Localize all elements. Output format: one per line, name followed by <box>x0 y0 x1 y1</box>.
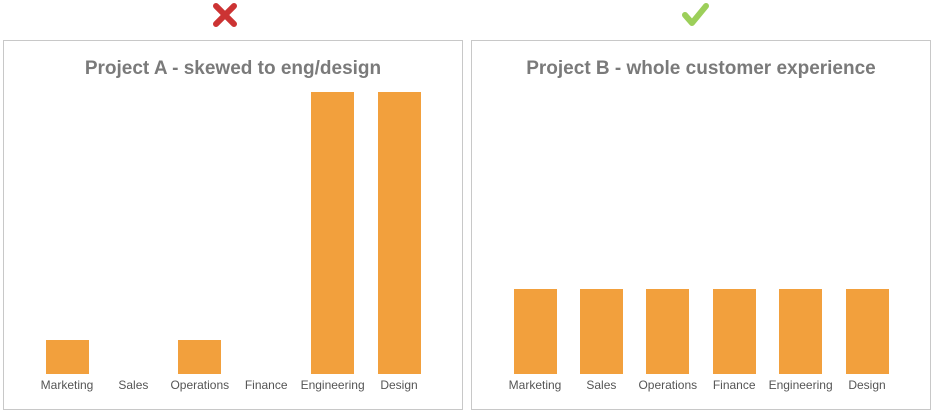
plot-area: Marketing Sales Operations Finance Engineeri… <box>4 41 462 409</box>
tick-label-marketing: Marketing <box>508 378 562 392</box>
tick-label-marketing: Marketing <box>40 378 94 392</box>
tick-label-sales: Sales <box>118 378 149 392</box>
bar-design <box>845 289 889 374</box>
bar-design <box>377 92 421 374</box>
chart-panel-project-b: Project B - whole customer experience Ma… <box>471 40 931 410</box>
chart-title: Project B - whole customer experience <box>526 58 876 79</box>
bar-marketing <box>45 340 89 374</box>
tick-label-engineering: Engineering <box>768 378 833 392</box>
tick-label-engineering: Engineering <box>300 378 365 392</box>
checkmark-icon <box>682 3 709 26</box>
bar-engineering <box>311 92 355 374</box>
bar-sales <box>579 289 623 374</box>
bar-operations <box>646 289 690 374</box>
bar-operations <box>178 340 222 374</box>
tick-label-finance: Finance <box>712 378 756 392</box>
tick-label-sales: Sales <box>586 378 617 392</box>
tick-label-design: Design <box>848 378 886 392</box>
bar-engineering <box>779 289 823 374</box>
tick-label-design: Design <box>380 378 418 392</box>
tick-label-finance: Finance <box>244 378 288 392</box>
tick-label-operations: Operations <box>170 378 230 392</box>
plot-area: Marketing Sales Operations Finance Engineeri… <box>472 41 930 409</box>
bar-marketing <box>513 289 557 374</box>
chart-title: Project A - skewed to eng/design <box>84 58 382 79</box>
bar-finance <box>712 289 756 374</box>
chart-panel-project-a: Project A - skewed to eng/design Marketi… <box>3 40 463 410</box>
cross-icon <box>213 3 237 27</box>
tick-label-operations: Operations <box>638 378 698 392</box>
